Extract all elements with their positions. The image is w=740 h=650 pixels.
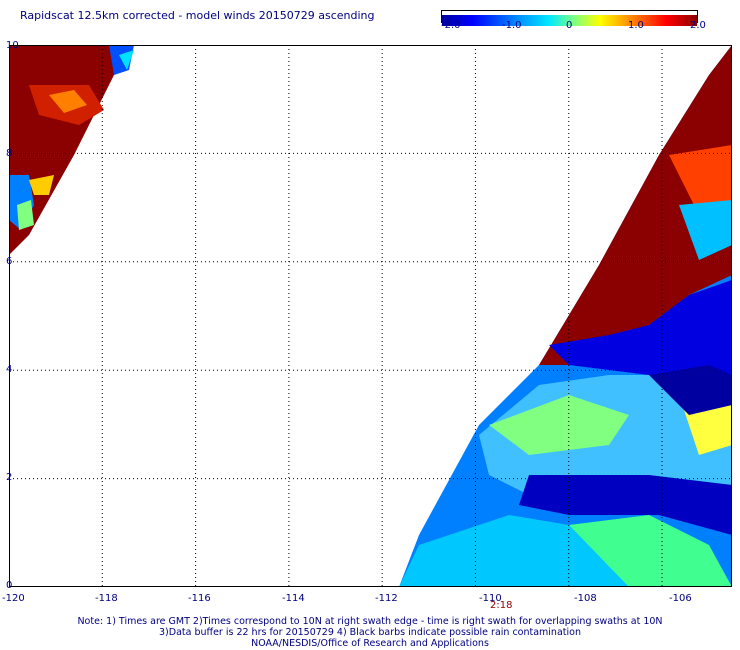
x-tick-label: -120 [2,593,25,604]
y-tick-label: 4 [6,364,13,375]
colorbar-tick: 2.0 [690,20,706,31]
colorbar-tick: 1.0 [628,20,644,31]
x-tick-label: -116 [188,593,211,604]
x-tick-label: -106 [669,593,692,604]
x-tick-label: -108 [574,593,597,604]
colorbar-tick: -1.0 [502,20,522,31]
y-tick-label: 6 [6,256,13,267]
x-tick-label: -118 [95,593,118,604]
plot-border [9,45,732,587]
colorbar-tick: -2.0 [441,20,461,31]
y-tick-label: 0 [6,580,13,591]
colorbar-tick: 0 [566,20,573,31]
x-tick-label: -112 [375,593,398,604]
y-tick-label: 2 [6,472,13,483]
grid [9,45,732,587]
note-line-2: 3)Data buffer is 22 hrs for 20150729 4) … [159,627,581,638]
x-tick-label: -114 [282,593,305,604]
colorbar-gradient [442,15,697,26]
y-tick-label: 8 [6,148,13,159]
swath-right [399,45,732,587]
note-line-1: Note: 1) Times are GMT 2)Times correspon… [77,616,663,627]
swath-upper-left [9,45,134,255]
x-tick-label: -110 [479,593,502,604]
y-tick-label: 10 [6,40,19,51]
note-line-3: NOAA/NESDIS/Office of Research and Appli… [251,638,489,649]
swath-time-label: 2:18 [490,600,513,611]
colorbar [441,10,698,26]
plot-area [9,45,732,587]
chart-title: Rapidscat 12.5km corrected - model winds… [20,9,375,22]
